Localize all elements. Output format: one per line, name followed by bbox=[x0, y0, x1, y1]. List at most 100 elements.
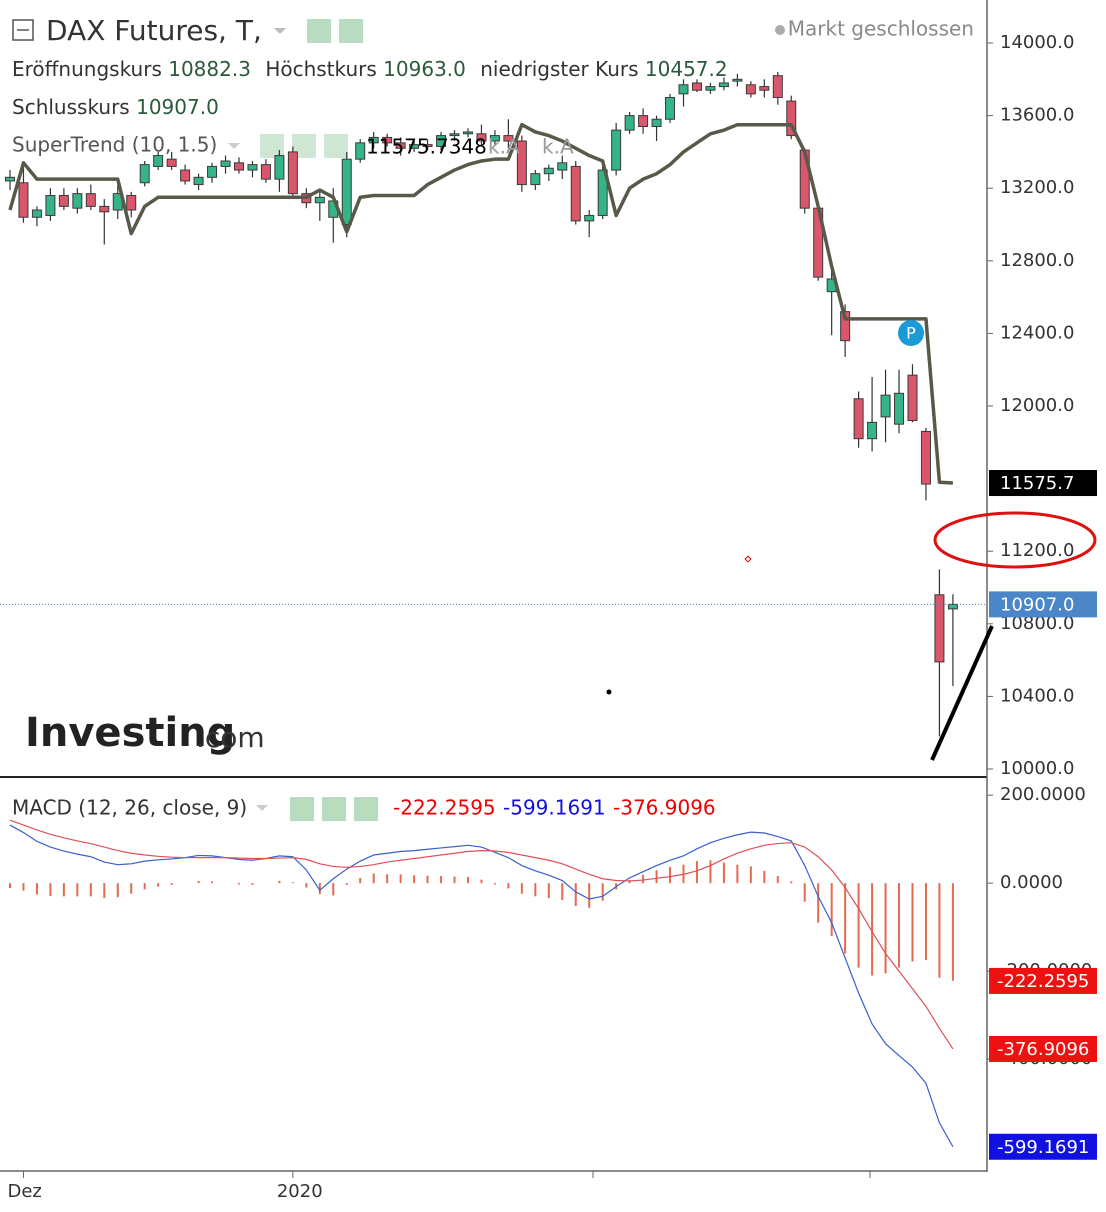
candle-body bbox=[947, 603, 958, 610]
candle-body bbox=[5, 176, 15, 182]
price-plot bbox=[5, 72, 958, 737]
visibility-icon[interactable] bbox=[290, 797, 314, 821]
candle-body bbox=[368, 136, 379, 144]
ohlc-label: Höchstkurs bbox=[265, 57, 377, 81]
candle-body bbox=[220, 160, 231, 167]
candle-body bbox=[274, 155, 285, 180]
indicator-name: SuperTrend (10, 1.5) bbox=[12, 133, 217, 157]
indicator-value: -222.2595 bbox=[393, 796, 496, 820]
price-badge bbox=[989, 470, 1097, 497]
y-tick-label: 13200.0 bbox=[1000, 177, 1074, 198]
indicator-value: -376.9096 bbox=[613, 796, 716, 820]
ohlc-label: Eröffnungskurs bbox=[12, 57, 162, 81]
candle-body bbox=[139, 164, 150, 184]
candle-body bbox=[705, 86, 716, 91]
candle-body bbox=[58, 194, 69, 207]
candle-body bbox=[503, 135, 514, 142]
ohlc-label: Schlusskurs bbox=[12, 95, 130, 119]
value-badge bbox=[989, 1133, 1097, 1160]
ohlc-value: 10882.3 bbox=[168, 57, 251, 81]
visibility-icon[interactable] bbox=[260, 134, 284, 158]
candle-body bbox=[638, 115, 649, 128]
market-status: Markt geschlossen bbox=[788, 17, 974, 41]
y-tick-label: 10800.0 bbox=[1000, 613, 1074, 634]
settings-icon[interactable] bbox=[339, 19, 363, 43]
signal-line bbox=[9, 819, 954, 1050]
value-badge-label: -376.9096 bbox=[997, 1039, 1089, 1060]
y-tick-label: 13600.0 bbox=[1000, 105, 1074, 126]
candle-body bbox=[449, 133, 460, 137]
candle-body bbox=[436, 135, 447, 147]
settings-icon[interactable] bbox=[322, 797, 346, 821]
candle-body bbox=[907, 374, 918, 422]
dropdown-icon[interactable] bbox=[256, 805, 268, 811]
candle-body bbox=[853, 398, 864, 440]
candle-body bbox=[489, 135, 500, 142]
candle-body bbox=[180, 169, 191, 182]
signal-marker-label: P bbox=[906, 324, 916, 343]
remove-icon[interactable] bbox=[354, 797, 378, 821]
candle-body bbox=[18, 182, 29, 218]
dropdown-icon[interactable] bbox=[274, 28, 286, 34]
indicator-name: MACD (12, 26, close, 9) bbox=[12, 796, 247, 820]
candle-body bbox=[45, 194, 56, 216]
x-tick-label: Dez bbox=[7, 1181, 41, 1202]
ohlc-value: 10457.2 bbox=[645, 57, 728, 81]
remove-icon[interactable] bbox=[324, 134, 348, 158]
y-tick-label: 12400.0 bbox=[1000, 322, 1074, 343]
collapse-icon[interactable] bbox=[12, 19, 34, 41]
indicator-value: k.A bbox=[542, 135, 574, 159]
annotation-dot bbox=[744, 555, 752, 563]
value-badge-label: -222.2595 bbox=[997, 971, 1089, 992]
candle-body bbox=[557, 162, 568, 171]
candle-body bbox=[691, 82, 702, 91]
candle-body bbox=[611, 129, 622, 171]
candle-body bbox=[651, 118, 662, 128]
macd-line bbox=[9, 824, 954, 1148]
candle-body bbox=[72, 193, 83, 209]
visibility-icon[interactable] bbox=[307, 19, 331, 43]
dropdown-icon[interactable] bbox=[228, 143, 240, 149]
y-tick-label: 200.0000 bbox=[1000, 784, 1086, 805]
candle-body bbox=[732, 78, 743, 82]
supertrend-line bbox=[8, 122, 954, 485]
price-badge-label: 11575.7 bbox=[1000, 473, 1074, 494]
ohlc-value: 10907.0 bbox=[136, 95, 219, 119]
y-tick-label: 12800.0 bbox=[1000, 250, 1074, 271]
candle-body bbox=[409, 144, 420, 149]
candle-body bbox=[99, 205, 110, 213]
candle-body bbox=[786, 100, 797, 137]
value-badge-label: -599.1691 bbox=[997, 1137, 1089, 1158]
candle-body bbox=[772, 75, 783, 98]
candle-body bbox=[894, 392, 905, 425]
candle-body bbox=[880, 394, 891, 418]
candle-body bbox=[85, 193, 96, 207]
y-tick-label: 14000.0 bbox=[1000, 32, 1074, 53]
ohlc-header: Schlusskurs 10907.0 bbox=[12, 95, 219, 119]
candle-body bbox=[126, 194, 137, 211]
candle-body bbox=[153, 155, 164, 167]
indicator-value: k.A bbox=[488, 135, 520, 159]
price-badge-label: 10907.0 bbox=[1000, 594, 1074, 615]
value-badge bbox=[989, 967, 1097, 994]
annotation-line bbox=[930, 625, 994, 761]
y-tick-label: 10400.0 bbox=[1000, 685, 1074, 706]
value-badge bbox=[989, 1035, 1097, 1062]
candle-body bbox=[678, 84, 689, 95]
ohlc-header: Eröffnungskurs 10882.3 Höchstkurs 10963.… bbox=[12, 57, 728, 81]
annotation-dot bbox=[606, 689, 612, 695]
candle-body bbox=[166, 158, 177, 167]
candle-body bbox=[207, 165, 218, 178]
indicator-value: -599.1691 bbox=[503, 796, 606, 820]
y-tick-label: 0.0000 bbox=[1000, 872, 1063, 893]
candle-body bbox=[233, 162, 244, 171]
candle-body bbox=[422, 144, 433, 147]
ohlc-label: niedrigster Kurs bbox=[480, 57, 638, 81]
y-tick-label: 10000.0 bbox=[1000, 758, 1074, 779]
candle-body bbox=[287, 151, 298, 195]
price-badge bbox=[989, 591, 1097, 618]
candle-body bbox=[247, 164, 258, 171]
y-tick-label: 11200.0 bbox=[1000, 540, 1074, 561]
